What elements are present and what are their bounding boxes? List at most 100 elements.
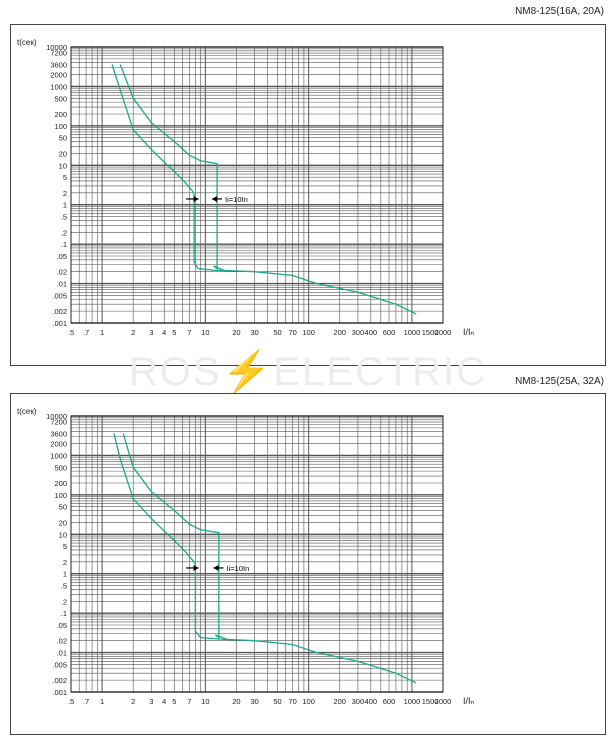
x-tick-label: 100: [302, 328, 315, 337]
x-tick-label: 1: [100, 328, 104, 337]
x-tick-label: .7: [83, 328, 89, 337]
y-tick-label: 10: [59, 530, 67, 539]
x-tick-label: 2000: [435, 697, 452, 706]
y-tick-label: .5: [61, 582, 67, 591]
trip-curve-series: [113, 433, 417, 684]
x-tick-label: 400: [365, 328, 378, 337]
y-tick-label: 500: [54, 94, 67, 103]
y-tick-label: .001: [52, 688, 67, 697]
y-tick-label: 3600: [50, 429, 67, 438]
y-tick-label: .005: [52, 660, 67, 669]
y-tick-label: .02: [57, 268, 67, 277]
x-tick-label: 400: [365, 697, 378, 706]
y-tick-label: 100: [54, 491, 67, 500]
trip-curve-series: [122, 433, 227, 640]
y-tick-label: 1: [63, 570, 67, 579]
y-tick-label: .01: [57, 649, 67, 658]
x-tick-label: 200: [333, 328, 346, 337]
y-tick-label: .001: [52, 319, 67, 328]
x-tick-label: 1000: [404, 697, 421, 706]
x-tick-label: 2: [131, 697, 135, 706]
x-tick-label: 70: [288, 328, 296, 337]
x-tick-label: 30: [250, 328, 258, 337]
instantaneous-trip-annotation: Ii=10In: [186, 564, 249, 573]
x-tick-label: 50: [273, 697, 281, 706]
x-tick-label: 4: [162, 328, 166, 337]
y-axis-label: t(сек): [17, 407, 37, 416]
x-tick-label: 2000: [435, 328, 452, 337]
x-tick-label: 10: [201, 697, 209, 706]
x-tick-label: .7: [83, 697, 89, 706]
y-tick-label: 10000: [46, 43, 67, 52]
y-tick-label: .2: [61, 228, 67, 237]
y-tick-label: 20: [59, 518, 67, 527]
x-tick-label: 5: [172, 328, 176, 337]
y-tick-label: .002: [52, 307, 67, 316]
y-tick-label: 2: [63, 558, 67, 567]
y-tick-label: .05: [57, 252, 67, 261]
y-tick-label: .5: [61, 213, 67, 222]
watermark-logo: ROS⚡ELECTRIC: [128, 350, 488, 394]
y-tick-label: 500: [54, 463, 67, 472]
x-tick-label: 300: [352, 328, 365, 337]
y-tick-label: .1: [61, 240, 67, 249]
x-tick-label: 600: [383, 697, 396, 706]
x-tick-label: 20: [232, 328, 240, 337]
y-axis-label: t(сек): [17, 38, 37, 47]
y-tick-label: 50: [59, 134, 67, 143]
y-tick-label: .2: [61, 597, 67, 606]
annotation-label: Ii=10In: [225, 195, 248, 204]
grid: [70, 46, 444, 324]
chart-title-2: NM8-125(25A, 32A): [515, 376, 604, 387]
arrowhead-left-icon: [212, 195, 218, 202]
x-tick-label: 1500: [422, 328, 439, 337]
chart-panel-1: t(сек) 10000 7 200 3600 2000 1000 500 200 100 50 20…: [10, 24, 606, 366]
x-tick-label: .5: [68, 328, 74, 337]
arrowhead-right-icon: [193, 564, 199, 571]
y-tick-label: .002: [52, 676, 67, 685]
x-tick-label: 100: [302, 697, 315, 706]
x-tick-label: 7: [187, 328, 191, 337]
chart-title-1: NM8-125(16A, 20A): [515, 6, 604, 17]
y-tick-label: 50: [59, 503, 67, 512]
grid: [70, 415, 444, 693]
trip-curve-series: [119, 64, 224, 271]
x-tick-label: 1500: [422, 697, 439, 706]
x-tick-label: 10: [201, 328, 209, 337]
x-tick-label: 3: [149, 697, 153, 706]
plot-frame: [70, 415, 444, 693]
x-tick-label: 3: [149, 328, 153, 337]
arrowhead-left-icon: [213, 564, 219, 571]
y-tick-label: 100: [54, 122, 67, 131]
x-tick-label: 300: [352, 697, 365, 706]
y-tick-label: .01: [57, 280, 67, 289]
y-tick-label: 200: [54, 110, 67, 119]
x-tick-label: 1000: [404, 328, 421, 337]
y-tick-label: 7200: [50, 418, 67, 427]
y-tick-label: .02: [57, 637, 67, 646]
x-tick-label: 4: [162, 697, 166, 706]
y-tick-label: 10: [59, 161, 67, 170]
instantaneous-trip-annotation: Ii=10In: [186, 195, 248, 204]
arrowhead-right-icon: [193, 195, 199, 202]
y-tick-label: 3600: [50, 60, 67, 69]
y-tick-label: .05: [57, 621, 67, 630]
y-tick-label: 1: [63, 201, 67, 210]
y-tick-label: 20: [59, 149, 67, 158]
trip-curve-chart-25-32a: t(сек)1000072003600200010005002001005020…: [17, 407, 475, 706]
x-tick-label: 2: [131, 328, 135, 337]
trip-curve-chart-16-20a: t(сек) 10000 7 200 3600 2000 1000 500 200 100 50 20…: [17, 38, 475, 337]
y-tick-label: 1000: [50, 82, 67, 91]
x-tick-label: 50: [273, 328, 281, 337]
x-tick-label: 1: [100, 697, 104, 706]
annotation-label: Ii=10In: [227, 564, 250, 573]
chart-panel-2: t(сек) 10000 7200 3600 2000 1000 500 200 100 50 20…: [10, 393, 606, 735]
y-tick-label: 5: [63, 542, 67, 551]
x-axis-label: I/Iₙ: [463, 327, 475, 337]
y-tick-label: .005: [52, 291, 67, 300]
y-tick-label: 1000: [50, 451, 67, 460]
x-tick-label: 7: [187, 697, 191, 706]
y-tick-label: 5: [63, 173, 67, 182]
x-axis-label: I/Iₙ: [463, 696, 475, 706]
plot-frame: [70, 46, 444, 324]
